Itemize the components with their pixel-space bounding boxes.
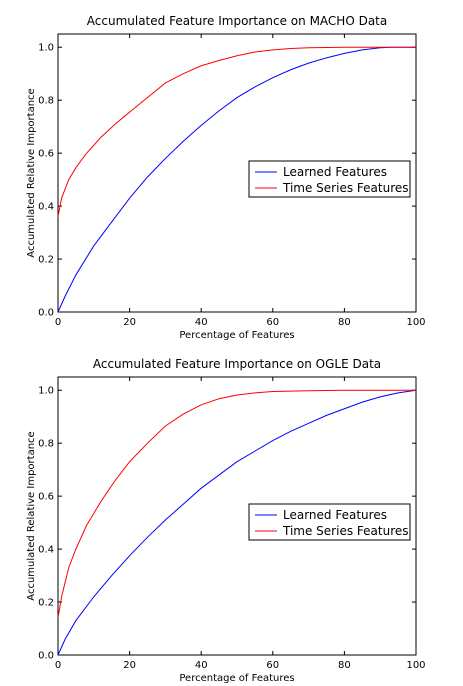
chart-macho: Accumulated Feature Importance on MACHO … xyxy=(26,14,426,341)
legend-box xyxy=(248,503,411,541)
y-tick-label: 0.8 xyxy=(38,439,54,450)
y-tick-label: 1.0 xyxy=(38,386,54,397)
x-tick-label: 100 xyxy=(406,317,425,328)
chart-ogle: Accumulated Feature Importance on OGLE D… xyxy=(26,357,426,684)
series-line-0 xyxy=(57,46,416,313)
legend-label: Time Series Features xyxy=(282,524,409,538)
y-tick-label: 0.4 xyxy=(38,202,54,213)
y-axis-label: Accumulated Relative Importance xyxy=(26,88,37,257)
legend: Learned Features Time Series Features xyxy=(248,503,411,541)
y-tick-label: 0.6 xyxy=(38,492,54,503)
x-tick-label: 60 xyxy=(266,660,279,671)
x-tick-label: 80 xyxy=(338,317,351,328)
x-tick-label: 20 xyxy=(123,317,136,328)
y-tick-label: 0.2 xyxy=(38,255,54,266)
x-tick-label: 40 xyxy=(195,317,208,328)
x-tick-label: 100 xyxy=(406,660,425,671)
chart-title: Accumulated Feature Importance on OGLE D… xyxy=(93,357,381,371)
x-tick-label: 80 xyxy=(338,660,351,671)
legend-box xyxy=(248,160,411,198)
y-tick-label: 0.4 xyxy=(38,545,54,556)
series-line-1 xyxy=(57,46,416,217)
y-tick-label: 0.8 xyxy=(38,96,54,107)
x-tick-label: 40 xyxy=(195,660,208,671)
chart-title: Accumulated Feature Importance on MACHO … xyxy=(87,14,387,28)
legend-label: Learned Features xyxy=(283,508,387,522)
series-line-1 xyxy=(57,389,416,619)
y-tick-label: 1.0 xyxy=(38,43,54,54)
x-tick-label: 0 xyxy=(55,660,61,671)
legend-label: Time Series Features xyxy=(282,181,409,195)
x-tick-label: 60 xyxy=(266,317,279,328)
plot-frame xyxy=(57,33,417,313)
legend-label: Learned Features xyxy=(283,165,387,179)
y-axis-label: Accumulated Relative Importance xyxy=(26,431,37,600)
y-tick-label: 0.0 xyxy=(38,651,54,662)
legend: Learned Features Time Series Features xyxy=(248,160,411,198)
x-tick-label: 0 xyxy=(55,317,61,328)
series-line-0 xyxy=(57,389,417,656)
y-tick-label: 0.6 xyxy=(38,149,54,160)
y-tick-label: 0.0 xyxy=(38,308,54,319)
x-axis-label: Percentage of Features xyxy=(179,673,294,684)
x-tick-label: 20 xyxy=(123,660,136,671)
x-axis-label: Percentage of Features xyxy=(179,330,294,341)
y-tick-label: 0.2 xyxy=(38,598,54,609)
plot-frame xyxy=(57,376,417,656)
